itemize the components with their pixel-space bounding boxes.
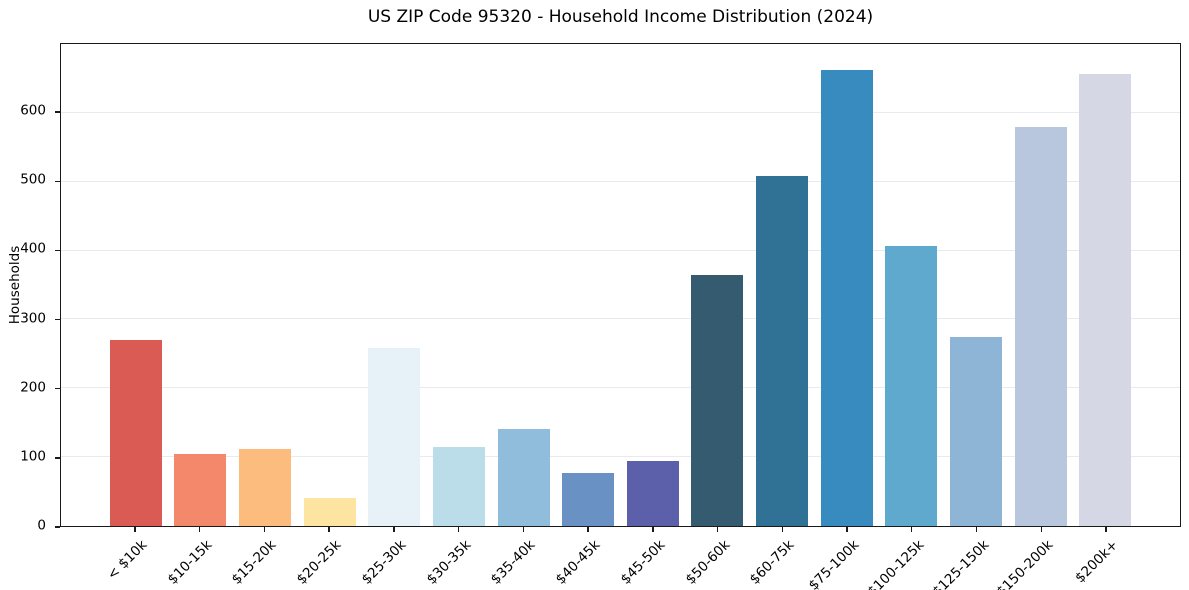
y-tick-mark <box>55 249 60 252</box>
x-tick-mark <box>652 527 654 532</box>
x-tick-mark <box>199 527 201 532</box>
x-tick-label: $10-15k <box>164 537 216 588</box>
y-tick-label: 500 <box>20 171 46 188</box>
x-tick-mark <box>716 527 719 532</box>
y-tick-label: 600 <box>20 102 46 119</box>
gridline <box>61 387 1180 389</box>
y-tick-label: 100 <box>20 448 46 465</box>
bar-50-60k <box>691 275 744 526</box>
x-tick-mark <box>587 527 589 532</box>
bar-200k <box>1079 74 1132 526</box>
y-axis: 0 100 200 300 400 500 600 <box>0 43 60 534</box>
x-tick-label: $125-150k <box>929 537 992 590</box>
gridline <box>61 318 1180 320</box>
y-tick-mark <box>55 180 60 182</box>
bar-75-100k <box>820 70 873 526</box>
gridline <box>61 111 1180 113</box>
x-tick-label: $100-125k <box>864 537 928 590</box>
bar-150-200k <box>1014 126 1067 526</box>
x-tick-mark <box>1105 527 1107 532</box>
x-tick-label: $45-50k <box>617 537 669 588</box>
bar-40-45k <box>562 472 615 526</box>
y-tick-mark <box>55 388 60 390</box>
bar-35-40k <box>497 428 550 526</box>
x-tick-label: $30-35k <box>423 537 474 588</box>
x-tick-mark <box>393 527 395 532</box>
x-tick-label: $40-45k <box>552 537 604 588</box>
y-tick-label: 300 <box>20 310 46 327</box>
gridline <box>61 249 1180 251</box>
x-tick-mark <box>1040 527 1042 532</box>
x-tick-mark <box>781 527 784 532</box>
x-tick-mark <box>328 527 330 532</box>
x-tick-mark <box>975 527 978 532</box>
chart-title: US ZIP Code 95320 - Household Income Dis… <box>367 7 874 27</box>
x-tick-mark <box>846 527 848 532</box>
bar-30-35k <box>432 446 485 526</box>
bar-125-150k <box>949 336 1002 526</box>
bar-20-25k <box>303 497 356 526</box>
bar-25-30k <box>368 347 421 526</box>
y-tick-mark <box>55 526 60 528</box>
x-tick-label: $15-20k <box>229 537 280 588</box>
x-tick-label: < $10k <box>104 537 151 584</box>
x-tick-label: $20-25k <box>293 537 345 588</box>
x-tick-mark <box>134 527 136 532</box>
x-tick-label: $60-75k <box>746 537 798 588</box>
plot-area <box>60 43 1181 527</box>
bar-100-125k <box>885 246 938 526</box>
bar-45-50k <box>626 460 679 526</box>
y-tick-label: 0 <box>37 517 46 534</box>
x-tick-mark <box>263 527 266 532</box>
x-tick-label: $150-200k <box>993 537 1057 590</box>
x-tick-label: $25-30k <box>358 537 410 588</box>
x-tick-mark <box>911 527 913 532</box>
x-tick-label: $50-60k <box>682 537 733 588</box>
bar-60-75k <box>756 176 809 526</box>
x-tick-label: $200k+ <box>1072 537 1122 587</box>
x-tick-mark <box>522 527 525 532</box>
bar-15-20k <box>239 448 292 526</box>
x-tick-mark <box>457 527 460 532</box>
y-tick-label: 400 <box>20 240 46 257</box>
bar-10-15k <box>174 453 227 526</box>
x-tick-label: $75-100k <box>805 537 863 590</box>
gridline <box>61 180 1180 182</box>
y-tick-label: 200 <box>20 379 46 396</box>
x-tick-label: $35-40k <box>488 537 539 588</box>
y-tick-mark <box>55 318 60 321</box>
gridline <box>61 456 1180 458</box>
y-tick-mark <box>55 457 60 459</box>
y-tick-mark <box>55 111 60 113</box>
bar-10k <box>109 340 162 526</box>
x-axis: < $10k $10-15k $15-20k $20-25k $25-30k $30-35… <box>60 527 1181 590</box>
